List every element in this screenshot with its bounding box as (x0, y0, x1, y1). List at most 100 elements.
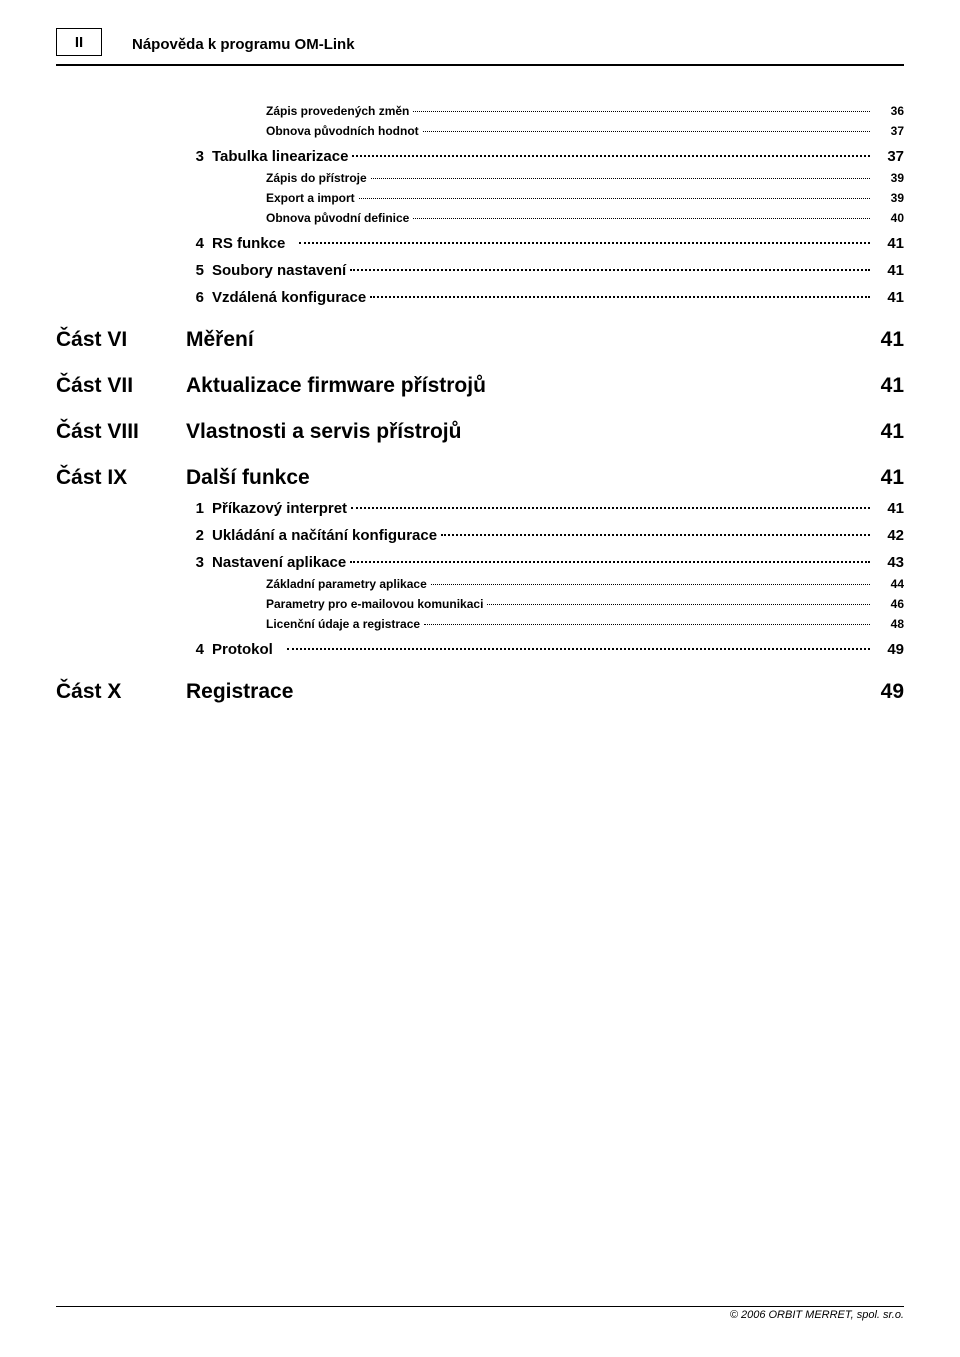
toc-sub-row: Základní parametry aplikace 44 (56, 577, 904, 591)
toc-label: Zápis do přístroje (266, 171, 367, 185)
toc-leader-dots (441, 534, 870, 536)
toc-page-ref: 49 (874, 680, 904, 704)
toc-label: Licenční údaje a registrace (266, 617, 420, 631)
toc-numbered-row: 1 Příkazový interpret 41 (56, 500, 904, 517)
toc-part-title: Vlastnosti a servis přístrojů (186, 420, 461, 444)
toc-part-title: Registrace (186, 680, 293, 704)
toc-sub-row: Obnova původních hodnot 37 (56, 124, 904, 138)
toc-page-ref: 41 (874, 374, 904, 398)
toc-part-title: Další funkce (186, 466, 310, 490)
toc-numbered-row: 3 Tabulka linearizace 37 (56, 148, 904, 165)
copyright-text: © 2006 ORBIT MERRET, spol. sr.o. (730, 1309, 904, 1321)
toc-sub-row: Parametry pro e-mailovou komunikaci 46 (56, 597, 904, 611)
toc-leader-dots (299, 242, 870, 244)
toc-page-ref: 41 (874, 466, 904, 490)
toc-leader-dots (359, 198, 870, 199)
toc-part-row: Část VIII Vlastnosti a servis přístrojů … (56, 420, 904, 444)
toc-page-ref: 41 (874, 235, 904, 252)
toc-label: Parametry pro e-mailovou komunikaci (266, 597, 483, 611)
toc-part-roman: Část IX (56, 466, 186, 490)
toc-number: 4 (56, 641, 212, 658)
toc-page-ref: 41 (874, 328, 904, 352)
toc-part-title: Aktualizace firmware přístrojů (186, 374, 486, 398)
toc-label: Ukládání a načítání konfigurace (212, 527, 437, 544)
toc-part-row: Část VI Měření 41 (56, 328, 904, 352)
page-number-box: II (56, 28, 102, 56)
toc-number: 1 (56, 500, 212, 517)
page-footer: © 2006 ORBIT MERRET, spol. sr.o. (56, 1306, 904, 1321)
toc-label: Zápis provedených změn (266, 104, 409, 118)
toc-part-row: Část X Registrace 49 (56, 680, 904, 704)
toc-page-ref: 37 (874, 124, 904, 138)
toc-sub-row: Zápis provedených změn 36 (56, 104, 904, 118)
toc-number: 6 (56, 289, 212, 306)
toc-label: Nastavení aplikace (212, 554, 346, 571)
toc-page-ref: 37 (874, 148, 904, 165)
toc-label: Tabulka linearizace (212, 148, 348, 165)
toc-leader-dots (351, 507, 870, 509)
toc-label: Základní parametry aplikace (266, 577, 427, 591)
toc-leader-dots (352, 155, 870, 157)
toc-page-ref: 39 (874, 171, 904, 185)
toc-leader-dots (371, 178, 870, 179)
toc-label: Obnova původní definice (266, 211, 409, 225)
toc-part-roman: Část VIII (56, 420, 186, 444)
toc-numbered-row: 2 Ukládání a načítání konfigurace 42 (56, 527, 904, 544)
toc-page-ref: 48 (874, 617, 904, 631)
toc-leader-dots (424, 624, 870, 625)
toc-page-ref: 39 (874, 191, 904, 205)
toc-part-roman: Část VII (56, 374, 186, 398)
toc-number: 4 (56, 235, 212, 252)
toc-number: 5 (56, 262, 212, 279)
toc-leader-dots (287, 648, 870, 650)
toc-part-row: Část IX Další funkce 41 (56, 466, 904, 490)
toc-leader-dots (431, 584, 870, 585)
toc-page-ref: 46 (874, 597, 904, 611)
toc-number: 3 (56, 554, 212, 571)
toc-number: 2 (56, 527, 212, 544)
table-of-contents: Zápis provedených změn 36 Obnova původní… (56, 104, 904, 704)
toc-label: Příkazový interpret (212, 500, 347, 517)
toc-sub-row: Licenční údaje a registrace 48 (56, 617, 904, 631)
toc-leader-dots (487, 604, 870, 605)
toc-page-ref: 41 (874, 262, 904, 279)
toc-sub-row: Export a import 39 (56, 191, 904, 205)
toc-label: Protokol (212, 641, 273, 658)
toc-part-title: Měření (186, 328, 254, 352)
footer-rule (56, 1306, 904, 1307)
doc-title: Nápověda k programu OM-Link (132, 36, 355, 53)
toc-leader-dots (350, 561, 870, 563)
toc-label: RS funkce (212, 235, 285, 252)
toc-label: Export a import (266, 191, 355, 205)
page-header: II Nápověda k programu OM-Link (56, 30, 904, 58)
toc-sub-row: Obnova původní definice 40 (56, 211, 904, 225)
toc-numbered-row: 5 Soubory nastavení 41 (56, 262, 904, 279)
toc-leader-dots (350, 269, 870, 271)
toc-numbered-row: 6 Vzdálená konfigurace 41 (56, 289, 904, 306)
toc-leader-dots (423, 131, 870, 132)
toc-page-ref: 42 (874, 527, 904, 544)
toc-page-ref: 49 (874, 641, 904, 658)
page-number-roman: II (75, 34, 83, 51)
toc-page-ref: 41 (874, 420, 904, 444)
toc-sub-row: Zápis do přístroje 39 (56, 171, 904, 185)
toc-page-ref: 36 (874, 104, 904, 118)
toc-leader-dots (413, 111, 870, 112)
toc-label: Soubory nastavení (212, 262, 346, 279)
toc-label: Vzdálená konfigurace (212, 289, 366, 306)
toc-leader-dots (370, 296, 870, 298)
toc-page-ref: 43 (874, 554, 904, 571)
toc-part-roman: Část VI (56, 328, 186, 352)
toc-label: Obnova původních hodnot (266, 124, 419, 138)
toc-number: 3 (56, 148, 212, 165)
toc-leader-dots (413, 218, 870, 219)
page: II Nápověda k programu OM-Link Zápis pro… (0, 0, 960, 1357)
toc-numbered-row: 4 RS funkce 41 (56, 235, 904, 252)
header-rule (56, 64, 904, 66)
toc-page-ref: 41 (874, 500, 904, 517)
toc-page-ref: 41 (874, 289, 904, 306)
toc-page-ref: 44 (874, 577, 904, 591)
toc-numbered-row: 4 Protokol 49 (56, 641, 904, 658)
toc-part-roman: Část X (56, 680, 186, 704)
toc-page-ref: 40 (874, 211, 904, 225)
